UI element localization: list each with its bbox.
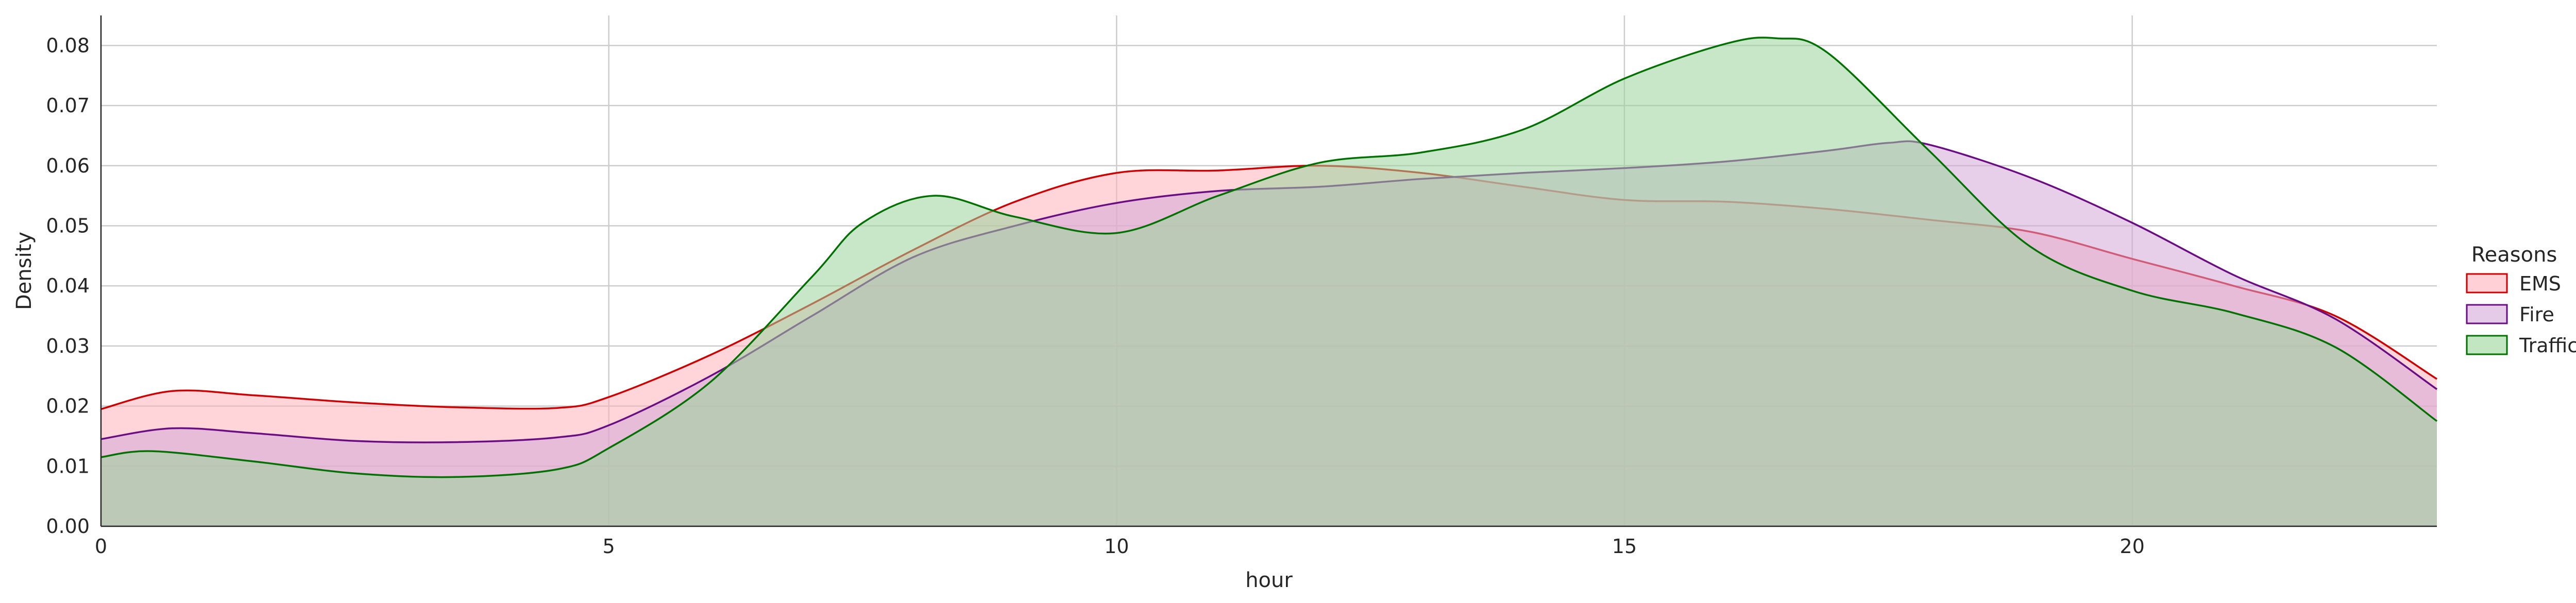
axis-ticks: 0 5 10 15 20 0.00 0.01 0.02 0.03 0.04 0.05 0.06 0.07… (46, 34, 2144, 558)
legend-label-ems: EMS (2519, 272, 2561, 295)
line-traffic (100, 37, 2438, 478)
legend: Reasons EMS Fire Traffic (2466, 243, 2576, 357)
y-tick-label-1: 0.01 (46, 455, 90, 477)
y-tick-label-5: 0.05 (46, 214, 90, 237)
x-tick-label-4: 20 (2120, 535, 2144, 558)
y-tick-label-8: 0.08 (46, 34, 90, 57)
y-tick-label-0: 0.00 (46, 515, 90, 538)
y-tick-label-6: 0.06 (46, 154, 90, 177)
y-tick-label-7: 0.07 (46, 94, 90, 117)
y-axis-label: Density (12, 232, 36, 310)
x-tick-label-2: 10 (1104, 535, 1129, 558)
area-traffic (101, 37, 2437, 527)
x-tick-label-3: 15 (1612, 535, 1637, 558)
legend-swatch-fire (2466, 304, 2508, 324)
legend-label-fire: Fire (2519, 303, 2554, 326)
axes-spines (100, 15, 2437, 527)
y-tick-label-4: 0.04 (46, 274, 90, 297)
x-axis-label: hour (1245, 568, 1293, 592)
x-tick-label-0: 0 (95, 535, 107, 558)
y-tick-label-3: 0.03 (46, 335, 90, 357)
legend-title: Reasons (2471, 243, 2557, 267)
y-tick-label-2: 0.02 (46, 395, 90, 418)
legend-label-traffic: Traffic (2519, 334, 2576, 357)
density-areas (100, 37, 2438, 527)
x-tick-label-1: 5 (603, 535, 615, 558)
legend-swatch-traffic (2466, 335, 2508, 355)
series-traffic (100, 37, 2438, 527)
legend-swatch-ems (2466, 273, 2508, 294)
